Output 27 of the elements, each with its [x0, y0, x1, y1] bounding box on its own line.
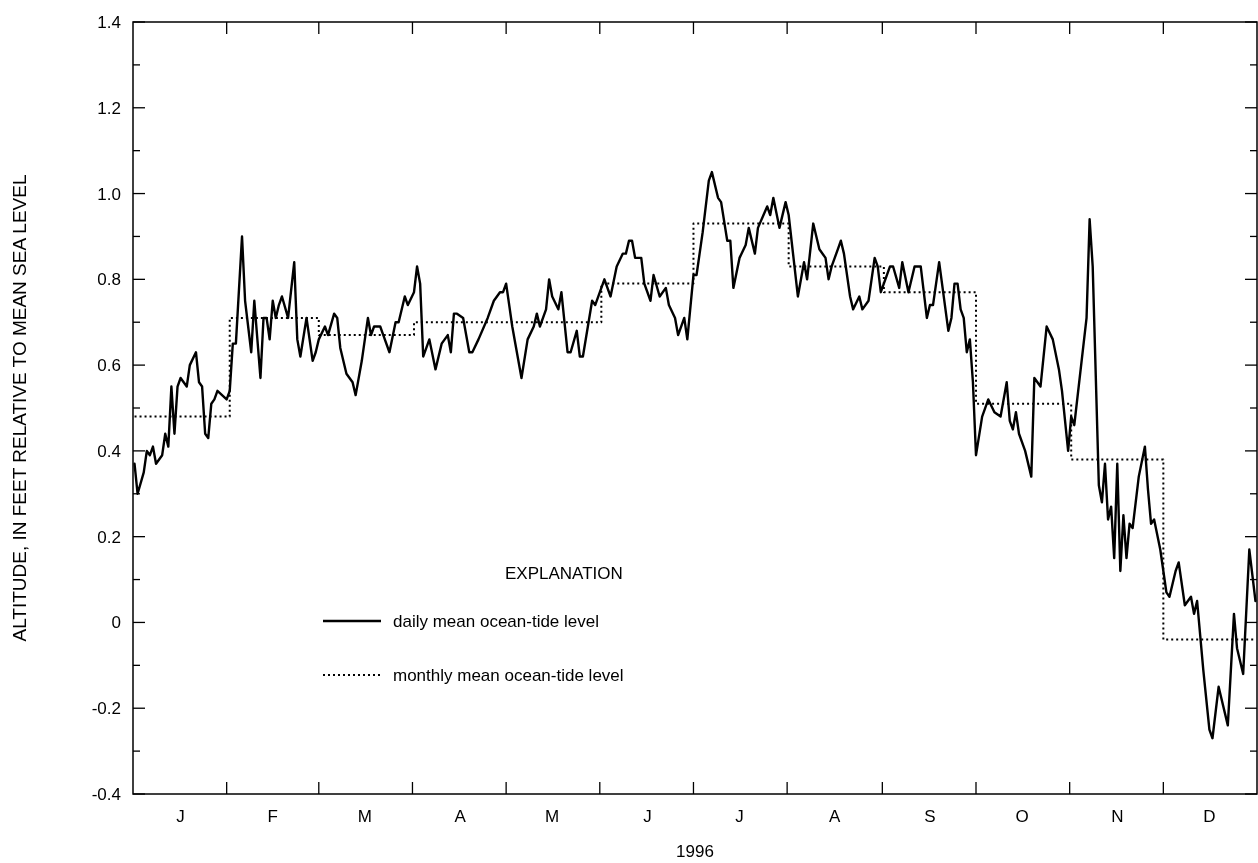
x-tick-label: J [176, 807, 185, 826]
y-axis-title: ALTITUDE, IN FEET RELATIVE TO MEAN SEA LEVEL [9, 174, 30, 642]
x-tick-label: J [735, 807, 744, 826]
y-tick-label: 0.8 [97, 270, 121, 290]
y-tick-label: 1.0 [97, 184, 121, 204]
x-axis-title: 1996 [676, 842, 714, 861]
x-tick-label: D [1203, 807, 1216, 826]
y-tick-label: 0 [111, 613, 121, 633]
x-tick-label: O [1015, 807, 1029, 826]
x-tick-label: M [545, 807, 560, 826]
legend-label: monthly mean ocean-tide level [393, 665, 624, 685]
y-tick-label: -0.2 [91, 699, 121, 719]
x-tick-label: A [829, 807, 842, 826]
x-tick-label: A [454, 807, 467, 826]
y-tick-label: 0.4 [97, 441, 121, 461]
x-tick-label: J [643, 807, 652, 826]
y-tick-label: 0.6 [97, 356, 121, 376]
y-tick-label: 1.2 [97, 98, 121, 118]
x-tick-label: S [924, 807, 936, 826]
x-tick-label: F [267, 807, 278, 826]
x-tick-label: M [357, 807, 372, 826]
legend-title: EXPLANATION [505, 563, 623, 583]
y-tick-label: -0.4 [91, 784, 121, 804]
legend-label: daily mean ocean-tide level [393, 611, 600, 631]
x-tick-label: N [1111, 807, 1124, 826]
y-tick-label: 0.2 [97, 527, 121, 547]
y-tick-label: 1.4 [97, 12, 121, 32]
